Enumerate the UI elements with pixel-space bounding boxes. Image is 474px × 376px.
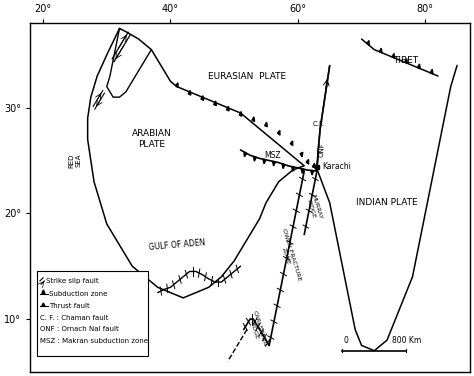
- Polygon shape: [175, 83, 178, 88]
- Polygon shape: [418, 64, 420, 69]
- Polygon shape: [311, 170, 314, 175]
- Polygon shape: [252, 117, 255, 121]
- Polygon shape: [188, 90, 191, 95]
- Text: 0: 0: [343, 337, 348, 346]
- Text: GULF OF ADEN: GULF OF ADEN: [148, 238, 205, 252]
- Text: C. F. : Chaman fault: C. F. : Chaman fault: [40, 315, 109, 321]
- Polygon shape: [312, 163, 315, 168]
- Text: MSZ : Makran subduction zone: MSZ : Makran subduction zone: [40, 338, 148, 344]
- Polygon shape: [244, 152, 246, 157]
- Text: ARABIAN
PLATE: ARABIAN PLATE: [131, 129, 171, 149]
- Polygon shape: [263, 159, 266, 164]
- Polygon shape: [264, 122, 267, 127]
- Text: OWEN FRACTURE
ZONE: OWEN FRACTURE ZONE: [275, 228, 301, 283]
- Polygon shape: [214, 101, 217, 106]
- Text: ONF : Ornach Nal fault: ONF : Ornach Nal fault: [40, 326, 118, 332]
- Polygon shape: [277, 130, 280, 135]
- Text: Strike slip fault: Strike slip fault: [46, 278, 99, 284]
- Text: C.F.: C.F.: [312, 121, 324, 127]
- Text: EURASIAN  PLATE: EURASIAN PLATE: [208, 71, 286, 80]
- Text: 800 Km: 800 Km: [392, 337, 421, 346]
- Polygon shape: [282, 164, 285, 168]
- Text: INDIAN PLATE: INDIAN PLATE: [356, 198, 418, 207]
- Polygon shape: [42, 290, 45, 294]
- Polygon shape: [300, 152, 303, 157]
- Text: ONF: ONF: [319, 143, 326, 158]
- Polygon shape: [273, 161, 275, 166]
- Polygon shape: [42, 303, 45, 306]
- Polygon shape: [292, 167, 294, 171]
- Text: CARLSBERG
RIDGE: CARLSBERG RIDGE: [246, 310, 267, 349]
- Polygon shape: [301, 169, 304, 173]
- Polygon shape: [239, 112, 242, 116]
- Text: MSZ: MSZ: [264, 151, 281, 160]
- Polygon shape: [254, 156, 256, 161]
- Text: MURRAY
RIDGE: MURRAY RIDGE: [305, 194, 323, 222]
- Polygon shape: [227, 106, 229, 111]
- Text: TIBET: TIBET: [393, 56, 419, 65]
- Polygon shape: [367, 41, 369, 45]
- Polygon shape: [290, 141, 293, 146]
- Polygon shape: [379, 48, 382, 53]
- Text: Karachi: Karachi: [322, 162, 351, 171]
- Polygon shape: [201, 96, 204, 100]
- Text: Subduction zone: Subduction zone: [49, 291, 107, 297]
- Polygon shape: [306, 159, 309, 164]
- Polygon shape: [430, 69, 433, 74]
- FancyBboxPatch shape: [36, 271, 148, 356]
- Text: RED
SEA: RED SEA: [68, 153, 82, 168]
- Polygon shape: [392, 53, 395, 58]
- Text: Thrust fault: Thrust fault: [49, 303, 90, 309]
- Polygon shape: [405, 59, 408, 64]
